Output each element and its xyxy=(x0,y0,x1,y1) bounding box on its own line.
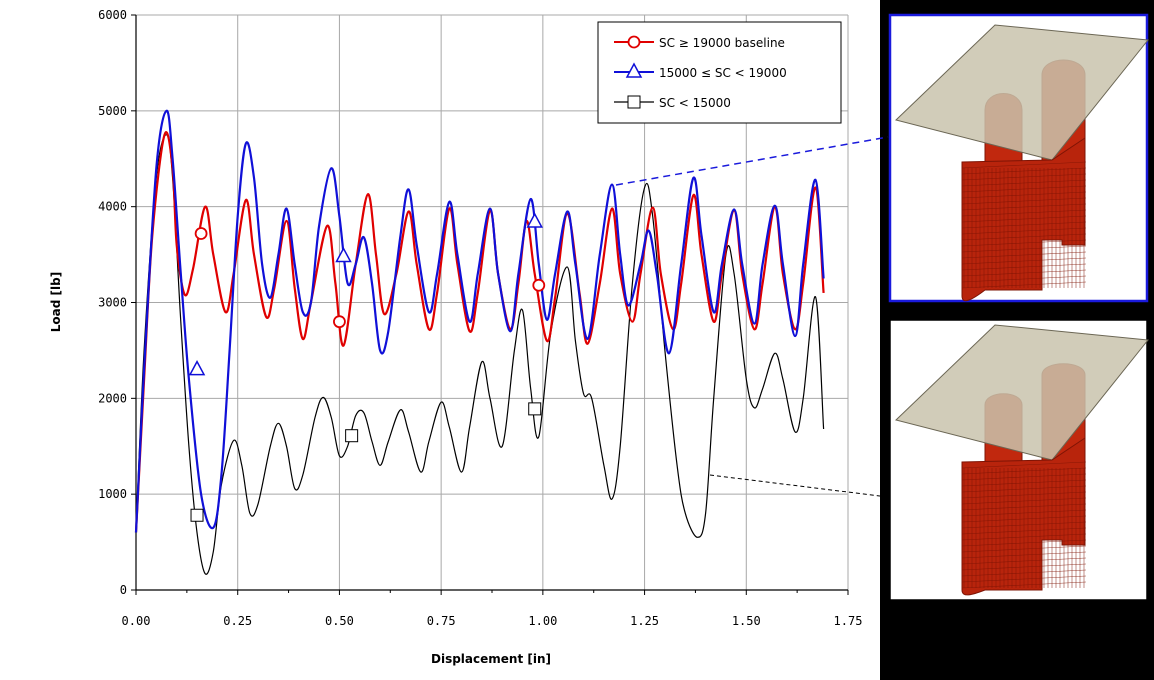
x-tick-label: 0.50 xyxy=(325,614,354,628)
y-tick-label: 3000 xyxy=(98,296,127,310)
legend-circle-marker xyxy=(627,35,641,49)
y-tick-label: 4000 xyxy=(98,200,127,214)
mesh-line xyxy=(961,581,1087,589)
data-point-triangle xyxy=(526,212,543,228)
y-tick-label: 0 xyxy=(120,583,127,597)
mesh-line xyxy=(961,557,1087,565)
mesh-line xyxy=(961,263,1087,271)
data-point-circle xyxy=(333,315,346,329)
series-line-black xyxy=(135,134,825,575)
mesh-line xyxy=(961,569,1087,577)
mesh-line xyxy=(961,563,1087,571)
x-tick-label: 0.00 xyxy=(122,614,151,628)
mesh-line xyxy=(961,251,1087,259)
mesh-line xyxy=(961,197,1087,205)
series-markers xyxy=(188,212,546,522)
mesh-line xyxy=(961,479,1087,487)
mesh-line xyxy=(961,521,1087,529)
mesh-line xyxy=(961,527,1087,535)
data-point-triangle xyxy=(335,246,352,263)
x-tick-label: 1.25 xyxy=(630,614,659,628)
mesh-line xyxy=(961,515,1087,523)
y-tick-label: 1000 xyxy=(98,487,127,501)
series-line-blue xyxy=(134,109,825,533)
mesh-line xyxy=(961,185,1087,193)
legend-square-marker xyxy=(627,95,641,109)
legend-label-baseline: SC ≥ 19000 baseline xyxy=(659,36,785,50)
data-point-square xyxy=(528,402,542,416)
x-tick-label: 0.75 xyxy=(427,614,456,628)
mesh-line xyxy=(961,221,1087,229)
y-tick-label: 6000 xyxy=(98,8,127,22)
buckled-shell-model-icon xyxy=(895,24,1149,302)
mesh-line xyxy=(961,281,1087,289)
crushed-shell-model-icon xyxy=(895,324,1149,596)
lower-inset xyxy=(889,319,1149,601)
leader-line-upper xyxy=(615,136,889,186)
axes: 0 1000 2000 3000 4000 5000 6000 0.00 0.25 0.50 0.7… xyxy=(98,8,862,628)
mesh-line xyxy=(961,173,1087,181)
legend-label-mid-sc: 15000 ≤ SC < 19000 xyxy=(659,66,787,80)
mesh-line xyxy=(961,575,1087,583)
data-point-triangle xyxy=(188,360,206,376)
mesh-line xyxy=(961,461,1087,469)
mesh-line xyxy=(961,533,1087,541)
mesh-line xyxy=(961,473,1087,481)
mesh-line xyxy=(961,497,1087,505)
mesh-line xyxy=(961,485,1087,493)
leader-line-lower xyxy=(709,474,889,498)
mesh-line xyxy=(961,275,1087,283)
legend: SC ≥ 19000 baseline 15000 ≤ SC < 19000 S… xyxy=(597,21,842,124)
data-point-circle xyxy=(532,278,546,292)
upper-inset xyxy=(888,13,1149,303)
mesh-line xyxy=(961,215,1087,223)
mesh-line xyxy=(961,257,1087,265)
legend-triangle-marker xyxy=(625,62,643,78)
mesh-line xyxy=(961,209,1087,217)
loading-plate xyxy=(895,24,1149,161)
mesh-line xyxy=(961,467,1087,475)
x-axis-title: Displacement [in] xyxy=(431,652,551,666)
mesh-line xyxy=(961,239,1087,247)
y-tick-label: 5000 xyxy=(98,104,127,118)
shell-mesh-grid xyxy=(961,461,1087,589)
mesh-line xyxy=(961,245,1087,253)
data-point-square xyxy=(190,508,204,522)
x-tick-label: 0.25 xyxy=(223,614,252,628)
shell-mesh-grid xyxy=(961,161,1087,289)
y-tick-label: 2000 xyxy=(98,391,127,405)
mesh-line xyxy=(961,269,1087,277)
mesh-line xyxy=(961,491,1087,499)
legend-label-low-sc: SC < 15000 xyxy=(659,96,731,110)
mesh-line xyxy=(961,233,1087,241)
mesh-line xyxy=(961,539,1087,547)
mesh-line xyxy=(961,179,1087,187)
data-point-square xyxy=(345,429,359,443)
loading-plate xyxy=(895,324,1149,461)
mesh-line xyxy=(961,551,1087,559)
mesh-line xyxy=(961,545,1087,553)
mesh-line xyxy=(961,161,1087,169)
mesh-line xyxy=(961,191,1087,199)
mesh-line xyxy=(961,509,1087,517)
x-tick-label: 1.75 xyxy=(834,614,863,628)
x-tick-label: 1.00 xyxy=(528,614,557,628)
x-tick-label: 1.50 xyxy=(732,614,761,628)
y-axis-title: Load [lb] xyxy=(49,272,63,332)
series-lines xyxy=(134,109,825,575)
mesh-line xyxy=(961,203,1087,211)
mesh-line xyxy=(961,227,1087,235)
mesh-line xyxy=(961,503,1087,511)
mesh-line xyxy=(961,167,1087,175)
shell-front xyxy=(961,437,1086,596)
data-point-circle xyxy=(194,227,208,240)
